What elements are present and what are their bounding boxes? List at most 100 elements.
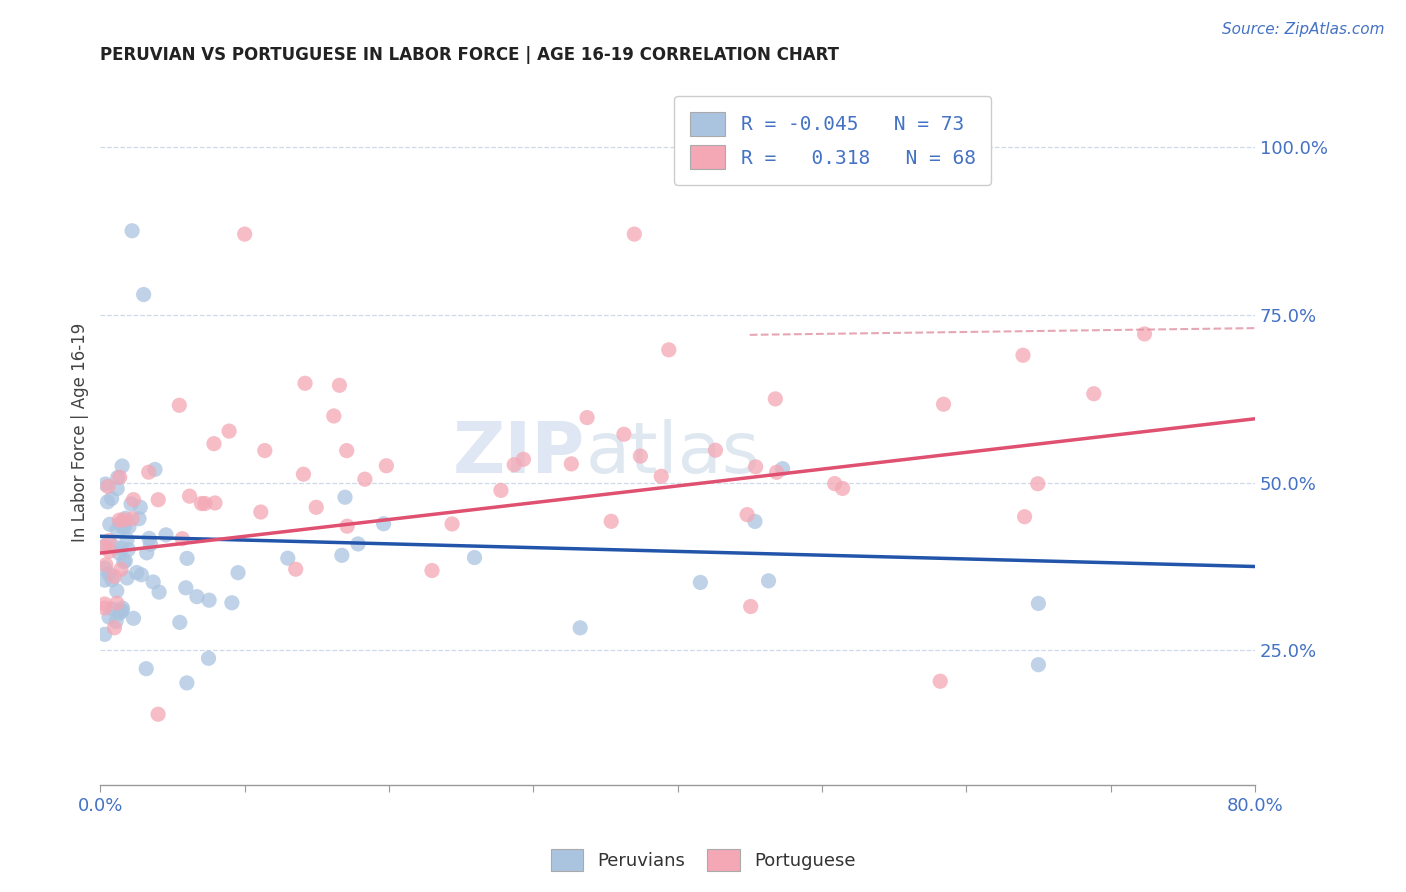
Point (103, 540, 125, 554)
Point (114, 511, 136, 525)
Point (1014, 509, 1036, 524)
Point (218, 424, 240, 438)
Point (569, 621, 592, 635)
Point (744, 515, 766, 529)
Point (333, 490, 356, 504)
Point (204, 496, 226, 510)
Point (284, 562, 307, 576)
Point (576, 410, 599, 425)
Point (1026, 476, 1049, 491)
Point (560, 457, 582, 471)
Point (1028, 597, 1050, 611)
Point (117, 542, 139, 557)
Point (503, 458, 526, 472)
Point (294, 376, 316, 391)
Point (233, 227, 256, 241)
Point (98, 610, 121, 624)
Point (142, 574, 165, 589)
Point (735, 508, 758, 522)
Point (179, 489, 201, 503)
Point (108, 516, 131, 531)
Point (103, 569, 125, 583)
Point (628, 449, 651, 463)
Point (93, 627, 115, 641)
Point (96, 495, 118, 509)
Point (132, 287, 155, 301)
Point (253, 443, 276, 458)
Point (420, 564, 443, 578)
Point (112, 513, 135, 527)
Point (176, 551, 198, 566)
Point (221, 596, 243, 610)
Point (143, 462, 166, 476)
Point (463, 550, 485, 565)
Point (112, 555, 135, 569)
Point (101, 573, 124, 587)
Point (108, 513, 131, 527)
Point (129, 500, 152, 515)
Point (131, 567, 153, 582)
Point (689, 575, 711, 590)
Point (1083, 386, 1105, 401)
Point (98, 544, 121, 558)
Point (174, 581, 197, 595)
Point (1012, 348, 1035, 362)
Point (105, 615, 128, 629)
Point (135, 662, 157, 676)
Point (122, 492, 145, 507)
Point (740, 599, 762, 614)
Point (114, 554, 136, 568)
Point (108, 470, 131, 484)
Point (765, 465, 787, 479)
Point (146, 707, 169, 722)
Point (512, 452, 534, 467)
Point (93, 597, 115, 611)
Point (758, 574, 780, 588)
Point (108, 546, 131, 560)
Point (148, 585, 170, 599)
Point (111, 603, 134, 617)
Point (125, 566, 148, 580)
Point (328, 378, 350, 392)
Point (101, 602, 124, 616)
Point (347, 537, 370, 551)
Point (93, 540, 115, 554)
Point (623, 227, 645, 241)
Point (172, 532, 194, 546)
Point (249, 505, 271, 519)
Text: atlas: atlas (585, 419, 759, 488)
Point (650, 469, 672, 483)
Point (98, 517, 121, 532)
Y-axis label: In Labor Force | Age 16-19: In Labor Force | Age 16-19 (72, 323, 89, 541)
Text: Source: ZipAtlas.com: Source: ZipAtlas.com (1222, 22, 1385, 37)
Point (336, 443, 359, 458)
Point (202, 436, 225, 450)
Point (824, 476, 846, 491)
Point (373, 516, 395, 531)
Point (932, 397, 955, 411)
Point (94, 477, 117, 491)
Point (658, 343, 681, 357)
Point (763, 392, 786, 406)
Point (226, 566, 249, 580)
Point (704, 443, 727, 458)
Point (198, 593, 221, 607)
Point (831, 482, 853, 496)
Point (197, 651, 219, 665)
Point (93, 561, 115, 575)
Point (120, 497, 142, 511)
Point (114, 519, 136, 533)
Point (929, 674, 952, 689)
Point (103, 621, 125, 635)
Point (194, 496, 217, 510)
Point (93, 573, 115, 587)
Legend: Peruvians, Portuguese: Peruvians, Portuguese (543, 842, 863, 879)
Point (98, 533, 121, 548)
Point (138, 532, 160, 546)
Point (121, 224, 143, 238)
Point (155, 528, 177, 542)
Point (111, 458, 134, 473)
Point (292, 467, 315, 482)
Point (118, 519, 141, 533)
Point (115, 571, 138, 585)
